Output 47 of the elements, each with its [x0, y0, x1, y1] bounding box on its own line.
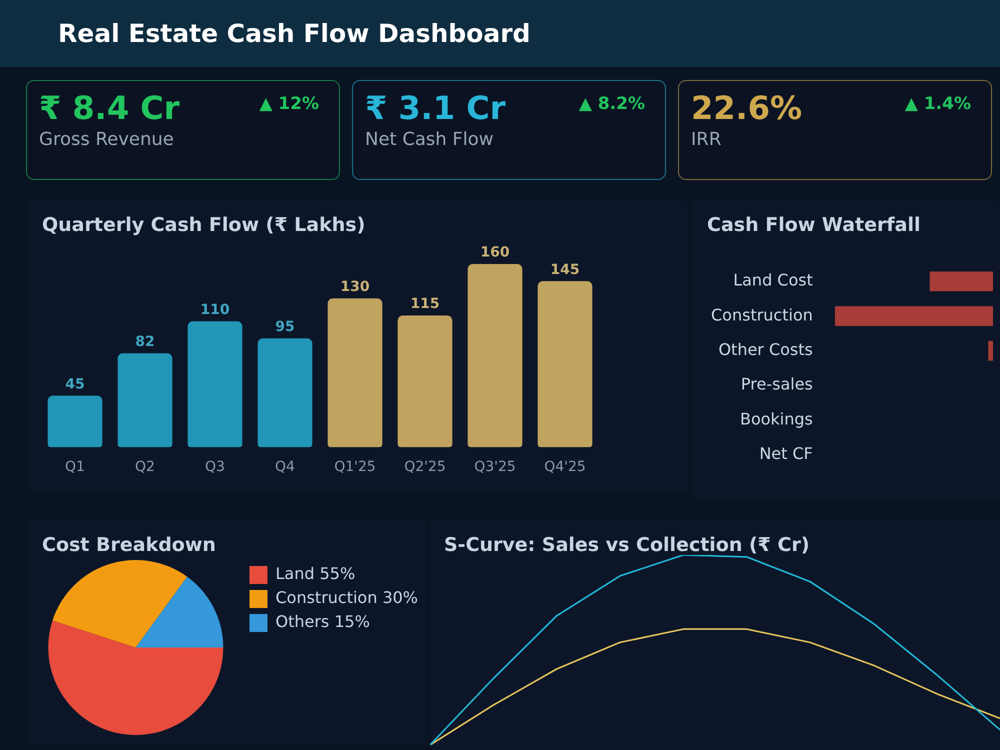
data-label: 130: [340, 278, 370, 295]
bar: [258, 338, 312, 448]
y-tick-label: Other Costs: [718, 340, 813, 359]
y-tick-label: Construction: [711, 305, 813, 324]
x-tick-label: Q2: [135, 459, 155, 476]
text: ▲ 8.2%: [578, 94, 645, 114]
legend-label: Others 15%: [275, 612, 370, 632]
text: ₹ 3.1 Cr: [365, 89, 506, 127]
x-tick-label: Q2'25: [404, 459, 446, 476]
bar: [188, 321, 242, 448]
x-tick-label: Q1: [65, 459, 85, 476]
x-tick-label: Q4: [275, 459, 296, 476]
text: ▲ 12%: [259, 94, 319, 114]
bar: [48, 396, 102, 448]
legend-label: Construction 30%: [275, 588, 418, 608]
x-tick-label: Q3'25: [474, 459, 516, 476]
data-label: 45: [65, 376, 85, 392]
data-label: 145: [550, 262, 580, 278]
text: IRR: [691, 129, 722, 150]
bar: [328, 298, 382, 448]
text: Net Cash Flow: [365, 129, 494, 150]
data-label: 110: [200, 302, 230, 318]
y-tick-label: Pre-sales: [740, 374, 813, 394]
chart-title: Cash Flow Waterfall: [707, 214, 920, 236]
x-tick-label: Q4'25: [544, 459, 586, 476]
bar: [398, 316, 452, 448]
bar: [468, 264, 522, 448]
data-label: 82: [135, 334, 155, 350]
x-tick-label: Q1'25: [334, 459, 376, 476]
text: ₹ 8.4 Cr: [39, 89, 180, 127]
chart-title: Cost Breakdown: [42, 534, 216, 556]
bar: [118, 353, 172, 448]
bar: [538, 281, 592, 448]
chart-title: Quarterly Cash Flow (₹ Lakhs): [42, 214, 366, 236]
text: Gross Revenue: [39, 129, 174, 150]
data-label: 160: [480, 244, 510, 261]
data-label: 115: [410, 296, 440, 312]
data-label: 95: [275, 319, 295, 336]
chart-title: S-Curve: Sales vs Collection (₹ Cr): [444, 534, 810, 556]
y-tick-label: Net CF: [759, 444, 813, 464]
text: 22.6%: [691, 89, 802, 127]
y-tick-label: Bookings: [740, 409, 813, 428]
x-tick-label: Q3: [205, 459, 225, 476]
y-tick-label: Land Cost: [733, 270, 813, 290]
text: ▲ 1.4%: [904, 94, 971, 114]
legend-label: Land 55%: [275, 564, 356, 584]
text: Real Estate Cash Flow Dashboard: [0, 0, 1000, 67]
